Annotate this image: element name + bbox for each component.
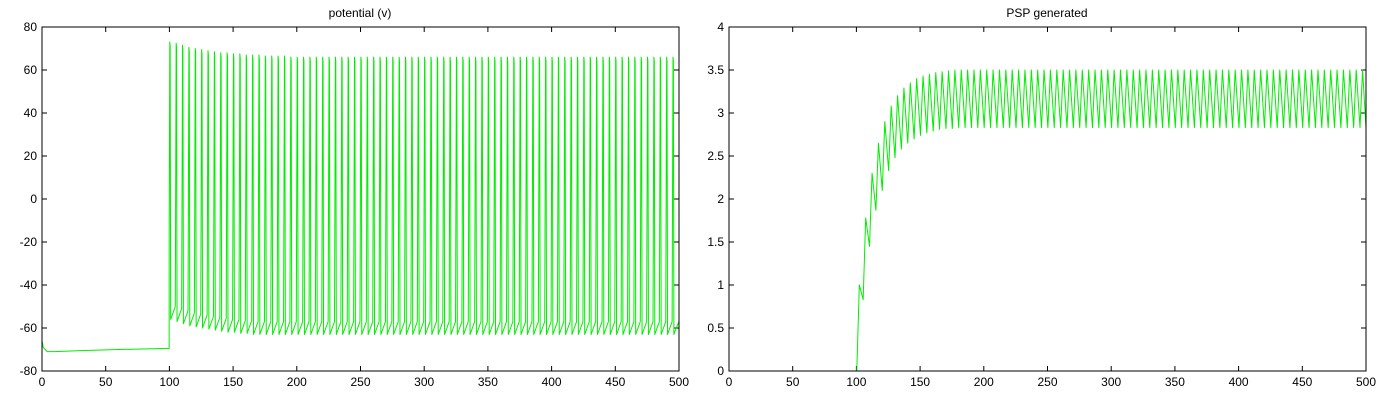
x-tick-label: 150 xyxy=(910,375,930,389)
x-tick-label: 300 xyxy=(414,375,434,389)
x-tick-label: 100 xyxy=(846,375,866,389)
y-tick-label: -20 xyxy=(20,235,38,249)
y-tick-label: 80 xyxy=(24,20,38,34)
x-tick-label: 450 xyxy=(605,375,625,389)
y-tick-label: 1.5 xyxy=(707,235,724,249)
y-tick-label: 2 xyxy=(717,192,724,206)
x-tick-label: 50 xyxy=(786,375,800,389)
x-tick-label: 50 xyxy=(99,375,113,389)
y-tick-label: 60 xyxy=(24,63,38,77)
x-tick-label: 0 xyxy=(39,375,46,389)
x-tick-label: 350 xyxy=(1165,375,1185,389)
x-tick-label: 150 xyxy=(223,375,243,389)
plot-area xyxy=(856,69,1367,372)
x-tick-label: 0 xyxy=(726,375,733,389)
axes-frame xyxy=(41,26,680,372)
x-tick-label: 250 xyxy=(1037,375,1057,389)
y-tick-label: 40 xyxy=(24,106,38,120)
x-tick-label: 300 xyxy=(1101,375,1121,389)
x-tick-label: 500 xyxy=(1356,375,1376,389)
y-tick-label: 20 xyxy=(24,149,38,163)
y-tick-label: 0 xyxy=(717,364,724,378)
x-tick-label: 200 xyxy=(974,375,994,389)
tick-group: 0 50 100 150 200 250 300 350 400 450 500 0 0.5 1 1.5 2 2… xyxy=(707,20,1376,389)
y-tick-label: 3 xyxy=(717,106,724,120)
x-tick-label: 400 xyxy=(1229,375,1249,389)
chart-title: PSP generated xyxy=(1006,6,1087,20)
y-tick-label: 0 xyxy=(30,192,37,206)
series-line xyxy=(41,41,680,353)
y-tick-label: -40 xyxy=(20,278,38,292)
x-tick-label: 200 xyxy=(287,375,307,389)
potential-chart: potential (v) 0 50 100 150 200 250 300 350 400 45… xyxy=(20,6,690,389)
y-tick-label: 1 xyxy=(717,278,724,292)
y-tick-label: 4 xyxy=(717,20,724,34)
x-tick-label: 250 xyxy=(350,375,370,389)
x-tick-label: 500 xyxy=(669,375,689,389)
chart-title: potential (v) xyxy=(329,6,392,20)
plot-area xyxy=(41,41,680,353)
psp-chart: PSP generated 0 50 100 150 200 250 300 350 400 45… xyxy=(707,6,1376,389)
tick-group: 0 50 100 150 200 250 300 350 400 450 500-80-60-40-… xyxy=(20,20,690,389)
x-tick-label: 350 xyxy=(478,375,498,389)
y-tick-label: 0.5 xyxy=(707,321,724,335)
y-tick-label: -80 xyxy=(20,364,38,378)
x-tick-label: 450 xyxy=(1292,375,1312,389)
series-line xyxy=(856,69,1367,372)
x-tick-label: 400 xyxy=(542,375,562,389)
axes-frame xyxy=(728,26,1367,372)
x-tick-label: 100 xyxy=(159,375,179,389)
y-tick-label: 2.5 xyxy=(707,149,724,163)
y-tick-label: -60 xyxy=(20,321,38,335)
y-tick-label: 3.5 xyxy=(707,63,724,77)
